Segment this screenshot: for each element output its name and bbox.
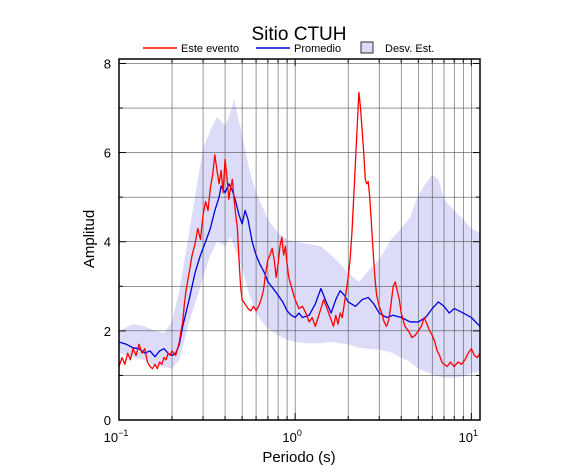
y-tick-label: 2 — [104, 324, 111, 339]
series-layer — [118, 91, 481, 370]
std-dev-band — [119, 99, 480, 378]
x-axis-label: Periodo (s) — [262, 449, 335, 466]
legend-label-este-evento: Este evento — [181, 43, 239, 55]
y-tick-label: 8 — [104, 56, 111, 71]
y-axis-label: Amplitud — [81, 210, 98, 268]
legend-label-desv-est: Desv. Est. — [385, 43, 434, 55]
y-tick-label: 0 — [104, 413, 111, 428]
x-tick-label: 10−1 — [104, 428, 129, 445]
legend-swatch-desv-est — [360, 41, 374, 54]
legend: Este evento Promedio Desv. Est. — [143, 41, 434, 55]
std-dev-band-layer — [119, 99, 480, 378]
plot-frame — [118, 58, 481, 421]
y-tick-label: 4 — [104, 235, 111, 250]
tick-layer: 0 2 4 6 8 10−1 100 101 — [104, 56, 480, 445]
grid-layer — [118, 59, 480, 420]
legend-label-promedio: Promedio — [294, 43, 341, 55]
series-line-este-evento — [118, 91, 481, 370]
x-tick-label: 100 — [282, 428, 301, 445]
y-tick-label: 6 — [104, 146, 111, 161]
chart-title: Sitio CTUH — [251, 24, 346, 45]
x-tick-label: 101 — [459, 428, 478, 445]
